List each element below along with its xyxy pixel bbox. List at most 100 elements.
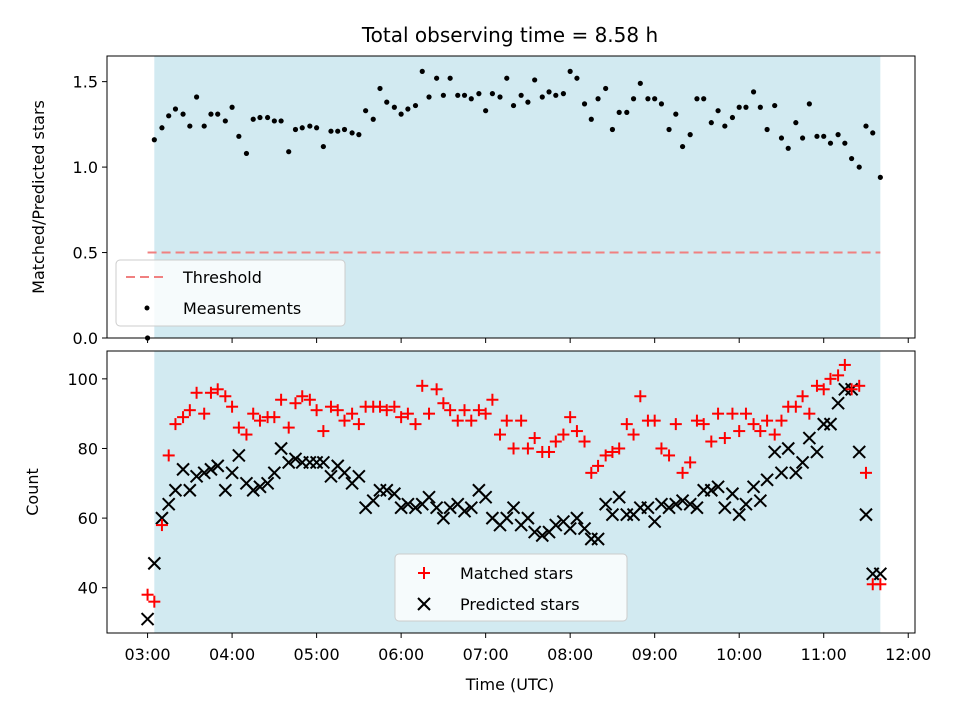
predicted-star-point (429, 500, 444, 515)
predicted-star-point (211, 459, 225, 473)
predicted-star-point (282, 455, 296, 470)
predicted-star-point (760, 473, 774, 487)
bottom-xtick-label: 09:00 (632, 645, 678, 664)
matched-star-point (458, 404, 471, 417)
measurement-point (722, 123, 728, 129)
measurement-point (630, 96, 637, 102)
matched-star-point (739, 407, 752, 420)
matched-star-point (162, 449, 175, 462)
predicted-star-point (873, 567, 888, 581)
measurement-point (863, 123, 869, 129)
matched-star-point (268, 411, 281, 424)
matched-star-point (507, 442, 520, 455)
measurement-point (624, 109, 630, 115)
predicted-star-point (436, 511, 451, 525)
matched-star-point (564, 411, 577, 424)
measurement-point (799, 135, 806, 141)
bottom-xtick-label: 11:00 (801, 645, 847, 664)
measurement-point (757, 104, 763, 110)
measurement-point (574, 75, 580, 81)
bottom-legend: Matched stars Predicted stars (394, 553, 628, 622)
matched-star-point (303, 393, 316, 406)
measurement-point (778, 135, 785, 141)
matched-star-point (240, 428, 253, 441)
matched-star-point (494, 428, 507, 441)
measurement-point (229, 104, 235, 110)
predicted-star-point (521, 511, 535, 525)
matched-star-point (817, 383, 830, 396)
matched-star-point (726, 407, 739, 420)
measurement-point (483, 108, 489, 114)
predicted-star-point (669, 497, 683, 511)
top-panel: 0.0 0.5 1.0 1.5 Matched/Predicted stars Thr… (29, 55, 916, 348)
measurement-point (814, 133, 820, 139)
matched-star-point (761, 414, 774, 427)
measurement-point (764, 126, 770, 133)
matched-star-point (684, 456, 697, 469)
measurement-point (271, 118, 277, 124)
predicted-star-point (408, 500, 423, 515)
predicted-star-point (662, 500, 676, 515)
measurement-point (560, 91, 567, 97)
matched-star-point (275, 393, 288, 406)
predicted-star-point (612, 490, 626, 504)
matched-star-point (521, 442, 534, 455)
measurement-point (166, 113, 172, 119)
matched-star-point (190, 386, 203, 399)
predicted-star-point (605, 507, 620, 522)
measurement-point (849, 155, 855, 162)
predicted-star-point (641, 500, 655, 515)
measurement-point (743, 104, 749, 110)
matched-star-point (543, 445, 556, 458)
bottom-axes-frame (106, 350, 916, 634)
measurement-point (299, 125, 305, 131)
matched-star-point (465, 414, 478, 427)
bottom-panel: 40 60 80 100 03:00 04:00 05:00 06:00 07:00 08:00… (23, 350, 931, 694)
measurement-point (497, 94, 503, 100)
predicted-star-point (500, 511, 514, 525)
matched-star-point (423, 407, 436, 420)
matched-star-point (775, 414, 788, 427)
bottom-xtick-label: 10:00 (716, 645, 762, 664)
measurement-point (701, 96, 707, 102)
predicted-star-point (232, 448, 246, 463)
matched-star-point (718, 432, 731, 445)
measurement-point (532, 77, 538, 83)
bottom-xtick-label: 12:00 (885, 645, 931, 664)
measurement-point (159, 125, 165, 131)
matched-star-point (810, 379, 823, 392)
predicted-star-point (183, 483, 197, 497)
measurement-point (835, 132, 841, 138)
measurement-point (877, 174, 883, 180)
matched-star-point (177, 411, 190, 424)
measurement-point (856, 164, 862, 170)
predicted-star-point (168, 483, 183, 497)
matched-star-point (451, 414, 464, 427)
bottom-ytick-label: 100 (67, 370, 98, 389)
matched-star-point (690, 414, 703, 427)
measurement-point (307, 123, 313, 129)
predicted-star-point (690, 500, 704, 515)
predicted-star-point (781, 441, 795, 456)
predicted-star-point (176, 462, 190, 477)
predicted-star-point (387, 487, 402, 501)
matched-star-point (663, 449, 676, 462)
measurement-point (476, 91, 482, 97)
matched-star-point (444, 404, 457, 417)
measurement-point (821, 133, 827, 139)
measurement-point (314, 125, 320, 131)
measurement-point (525, 99, 531, 105)
matched-star-point (253, 414, 266, 427)
matched-star-point (296, 390, 309, 403)
predicted-star-point (464, 500, 478, 515)
measurement-point (609, 126, 616, 133)
matched-star-point (853, 379, 866, 392)
matched-star-point (198, 407, 211, 420)
chart-title: Total observing time = 8.58 h (361, 23, 658, 47)
predicted-star-point (253, 480, 267, 494)
measurement-point (236, 133, 242, 139)
matched-star-point (570, 425, 583, 438)
top-ytick-label: 0.0 (73, 329, 98, 348)
predicted-star-point (147, 556, 162, 571)
measurement-point (243, 150, 250, 157)
